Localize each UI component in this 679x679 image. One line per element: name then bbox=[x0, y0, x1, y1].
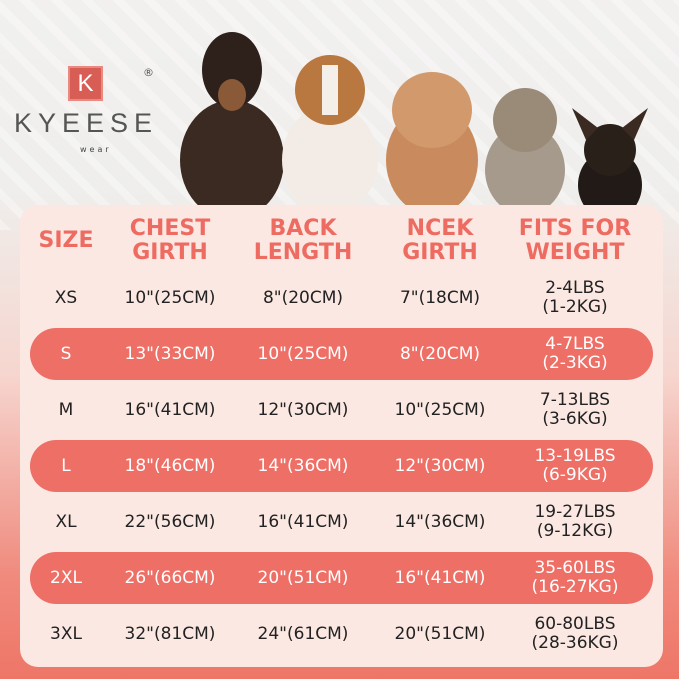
cell-neck: 8"(20CM) bbox=[399, 343, 481, 364]
brand-logo: K ® KYEESE wear bbox=[14, 66, 159, 161]
cell-neck: 16"(41CM) bbox=[394, 567, 486, 588]
poodle-image bbox=[386, 72, 478, 210]
cell-neck: 7"(18CM) bbox=[399, 287, 481, 308]
cell-chest: 16"(41CM) bbox=[124, 399, 216, 420]
table-row: S 13"(33CM) 10"(25CM) 8"(20CM) 4-7LBS (2-3KG) bbox=[30, 328, 653, 380]
header-line: GIRTH bbox=[402, 240, 478, 265]
dogs-photo bbox=[180, 32, 648, 210]
cell-back: 12"(30CM) bbox=[257, 399, 349, 420]
cell-size: XL bbox=[55, 511, 77, 532]
cell-chest: 18"(46CM) bbox=[124, 455, 216, 476]
cell-chest: 32"(81CM) bbox=[124, 623, 216, 644]
cell-chest: 10"(25CM) bbox=[124, 287, 216, 308]
logo-mark: K bbox=[70, 68, 101, 99]
cell-back: 14"(36CM) bbox=[257, 455, 349, 476]
size-chart-table: SIZE CHEST GIRTH BACK LENGTH NCEK GIRTH FITS FO… bbox=[20, 205, 663, 667]
header-back-length: BACK LENGTH bbox=[254, 217, 353, 265]
header-line: WEIGHT bbox=[525, 240, 625, 265]
cell-weight-kg: (2-3KG) bbox=[542, 353, 608, 373]
header-chest-girth: CHEST GIRTH bbox=[130, 217, 210, 265]
cell-weight-kg: (6-9KG) bbox=[542, 465, 608, 485]
doberman-image bbox=[180, 32, 284, 210]
table-row: 3XL 32"(81CM) 24"(61CM) 20"(51CM) 60-80LBS (2… bbox=[20, 608, 663, 660]
cell-weight-lbs: 19-27LBS bbox=[534, 502, 616, 522]
chihuahua-image bbox=[572, 108, 648, 210]
header-line: BACK bbox=[269, 216, 337, 241]
cell-weight-kg: (9-12KG) bbox=[536, 521, 614, 541]
cell-weight-kg: (28-36KG) bbox=[531, 633, 619, 653]
cell-size: XS bbox=[54, 287, 78, 308]
cell-weight-kg: (1-2KG) bbox=[542, 297, 608, 317]
brand-sub: wear bbox=[80, 145, 112, 154]
cell-neck: 10"(25CM) bbox=[394, 399, 486, 420]
cell-back: 10"(25CM) bbox=[257, 343, 349, 364]
cell-weight-lbs: 4-7LBS bbox=[545, 334, 605, 354]
brand-name: KYEESE bbox=[14, 108, 159, 138]
cell-weight-lbs: 35-60LBS bbox=[534, 558, 616, 578]
cell-weight: 4-7LBS (2-3KG) bbox=[542, 335, 607, 373]
cell-weight: 19-27LBS (9-12KG) bbox=[534, 503, 615, 541]
header-neck-girth: NCEK GIRTH bbox=[402, 217, 478, 265]
cell-size: L bbox=[61, 455, 71, 476]
cell-back: 8"(20CM) bbox=[262, 287, 344, 308]
cell-weight: 2-4LBS (1-2KG) bbox=[542, 279, 607, 317]
cell-weight: 13-19LBS (6-9KG) bbox=[534, 447, 615, 485]
cell-neck: 14"(36CM) bbox=[394, 511, 486, 532]
header-line: SIZE bbox=[38, 228, 94, 253]
beagle-image bbox=[282, 55, 378, 210]
header-line: GIRTH bbox=[132, 240, 208, 265]
cell-chest: 13"(33CM) bbox=[124, 343, 216, 364]
cell-weight-kg: (16-27KG) bbox=[531, 577, 619, 597]
cell-chest: 22"(56CM) bbox=[124, 511, 216, 532]
cell-back: 16"(41CM) bbox=[257, 511, 349, 532]
cell-weight-lbs: 2-4LBS bbox=[545, 278, 605, 298]
cell-weight-kg: (3-6KG) bbox=[542, 409, 608, 429]
terrier-image bbox=[485, 88, 565, 210]
table-row: XL 22"(56CM) 16"(41CM) 14"(36CM) 19-27LBS (9-… bbox=[20, 496, 663, 548]
cell-neck: 20"(51CM) bbox=[394, 623, 486, 644]
cell-chest: 26"(66CM) bbox=[124, 567, 216, 588]
cell-weight: 7-13LBS (3-6KG) bbox=[540, 391, 610, 429]
header-fits-for-weight: FITS FOR WEIGHT bbox=[519, 217, 631, 265]
cell-weight-lbs: 13-19LBS bbox=[534, 446, 616, 466]
cell-size: 2XL bbox=[50, 567, 82, 588]
header-size: SIZE bbox=[38, 229, 93, 253]
registered-mark: ® bbox=[143, 66, 154, 79]
cell-back: 24"(61CM) bbox=[257, 623, 349, 644]
cell-weight-lbs: 7-13LBS bbox=[539, 390, 611, 410]
cell-size: S bbox=[60, 343, 72, 364]
table-row: M 16"(41CM) 12"(30CM) 10"(25CM) 7-13LBS (3-6K… bbox=[20, 384, 663, 436]
cell-size: M bbox=[58, 399, 74, 420]
header-line: FITS FOR bbox=[518, 216, 632, 241]
table-row: XS 10"(25CM) 8"(20CM) 7"(18CM) 2-4LBS (1-2KG) bbox=[20, 272, 663, 324]
table-row: L 18"(46CM) 14"(36CM) 12"(30CM) 13-19LBS (6-9… bbox=[30, 440, 653, 492]
cell-size: 3XL bbox=[50, 623, 82, 644]
cell-neck: 12"(30CM) bbox=[394, 455, 486, 476]
header-line: LENGTH bbox=[253, 240, 353, 265]
table-header-row: SIZE CHEST GIRTH BACK LENGTH NCEK GIRTH FITS FO… bbox=[20, 215, 663, 267]
cell-back: 20"(51CM) bbox=[257, 567, 349, 588]
header-line: NCEK bbox=[406, 216, 474, 241]
cell-weight: 35-60LBS (16-27KG) bbox=[532, 559, 619, 597]
header-line: CHEST bbox=[129, 216, 211, 241]
cell-weight-lbs: 60-80LBS bbox=[534, 614, 616, 634]
table-row: 2XL 26"(66CM) 20"(51CM) 16"(41CM) 35-60LBS (1… bbox=[30, 552, 653, 604]
cell-weight: 60-80LBS (28-36KG) bbox=[532, 615, 619, 653]
